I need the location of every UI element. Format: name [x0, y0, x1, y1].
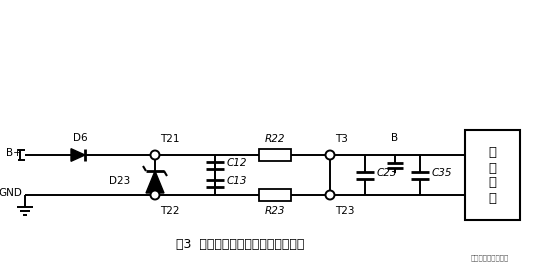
- Circle shape: [326, 150, 335, 160]
- Bar: [465, 130, 520, 220]
- Text: T23: T23: [335, 206, 355, 216]
- Text: D23: D23: [109, 176, 130, 186]
- Circle shape: [326, 190, 335, 200]
- Text: R22: R22: [265, 134, 285, 144]
- Text: B+: B+: [6, 148, 22, 158]
- Circle shape: [151, 190, 160, 200]
- Text: R23: R23: [265, 206, 285, 216]
- Text: 块: 块: [489, 192, 496, 204]
- Text: 模: 模: [489, 176, 496, 189]
- Polygon shape: [146, 171, 164, 193]
- Circle shape: [151, 150, 160, 160]
- Text: C35: C35: [432, 168, 453, 178]
- Text: 图3  前空调控制面板接口电路示意图: 图3 前空调控制面板接口电路示意图: [176, 239, 304, 252]
- Text: 源: 源: [489, 161, 496, 175]
- Text: 硬件工程师炼成之路: 硬件工程师炼成之路: [471, 255, 509, 261]
- Text: C23: C23: [377, 168, 398, 178]
- Text: C13: C13: [227, 176, 248, 186]
- Text: T3: T3: [335, 134, 348, 144]
- Text: T21: T21: [160, 134, 179, 144]
- Text: GND: GND: [0, 188, 22, 198]
- Bar: [259, 189, 291, 201]
- Text: T22: T22: [160, 206, 179, 216]
- Text: C12: C12: [227, 158, 248, 168]
- Polygon shape: [71, 149, 85, 161]
- Bar: [259, 149, 291, 161]
- Text: 电: 电: [489, 147, 496, 160]
- Text: B: B: [392, 133, 398, 143]
- Text: D6: D6: [73, 133, 88, 143]
